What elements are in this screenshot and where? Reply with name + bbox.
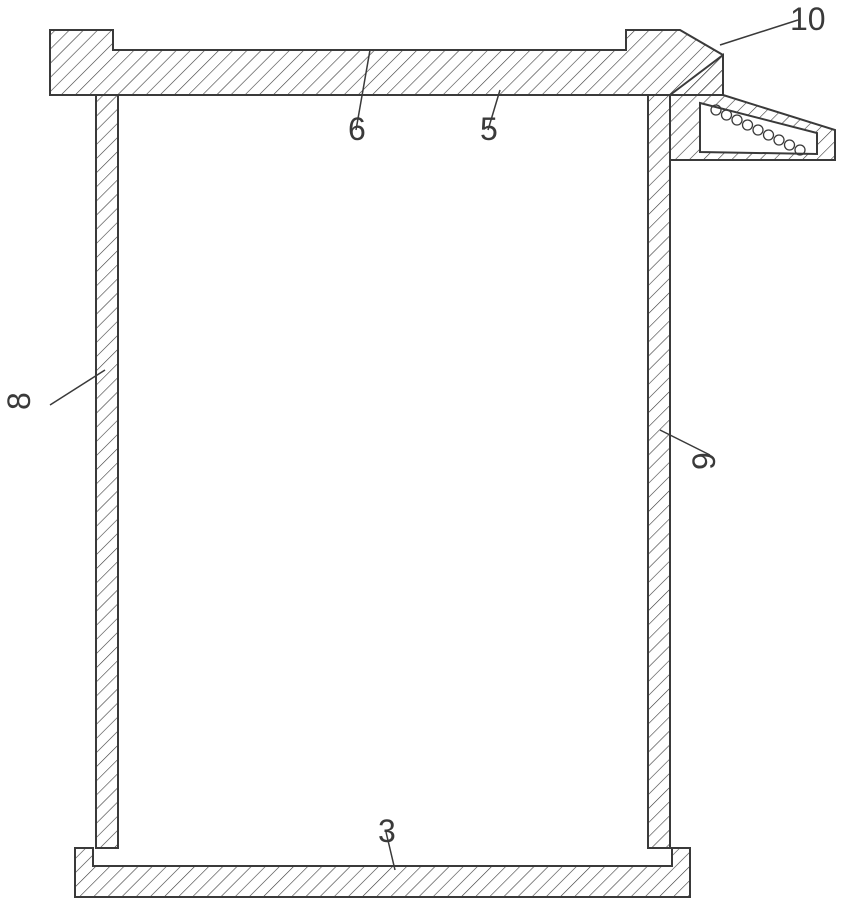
callout-c3-label: 3 — [378, 813, 396, 849]
callout-c9-label: 9 — [686, 452, 722, 470]
callout-c6-label: 6 — [348, 111, 366, 147]
callout-c10-label: 10 — [790, 1, 826, 37]
bottom-block-hatch — [75, 848, 690, 897]
callout-c10-leader — [720, 20, 798, 45]
spring-coil — [785, 140, 795, 150]
left-wall-hatch — [96, 95, 118, 848]
spring-coil — [732, 115, 742, 125]
right-wall-hatch — [648, 95, 670, 848]
callout-c5-label: 5 — [480, 111, 498, 147]
callout-c8-label: 8 — [1, 392, 37, 410]
top-block-hatch — [50, 30, 723, 95]
spring-coil — [764, 130, 774, 140]
spring-coil — [753, 125, 763, 135]
spring-coil — [722, 110, 732, 120]
spring-coil — [743, 120, 753, 130]
spring-coil — [774, 135, 784, 145]
